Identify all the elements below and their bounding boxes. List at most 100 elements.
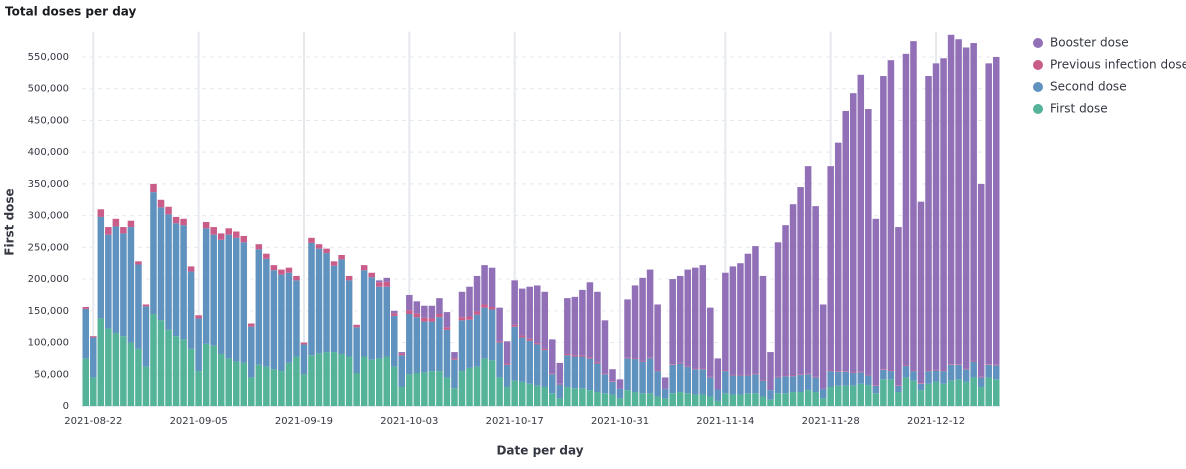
bar-segment xyxy=(609,369,616,382)
bar-segment xyxy=(255,364,263,406)
bar-segment xyxy=(789,375,797,377)
bar-segment xyxy=(278,269,285,275)
bar-segment xyxy=(195,371,202,406)
bar-segment xyxy=(458,320,466,372)
bar-segment xyxy=(977,377,985,387)
bar-segment xyxy=(248,377,255,406)
bar-segment xyxy=(473,314,481,367)
bar-segment xyxy=(436,298,443,314)
bar-segment xyxy=(676,275,684,363)
legend-label: Booster dose xyxy=(1050,36,1129,50)
bar-segment xyxy=(82,307,90,309)
bar-segment xyxy=(142,306,150,367)
bar-segment xyxy=(850,372,857,374)
bar-segment xyxy=(526,340,533,384)
bar-segment xyxy=(887,370,895,372)
bar-segment xyxy=(142,304,150,307)
bar-segment xyxy=(669,279,676,365)
bar-segment xyxy=(112,218,120,227)
bar-segment xyxy=(669,393,676,406)
bar-segment xyxy=(488,309,496,361)
bar-segment xyxy=(451,352,458,359)
bar-segment xyxy=(105,227,112,235)
bar-segment xyxy=(932,381,940,406)
bar-segment xyxy=(827,386,834,406)
bar-segment xyxy=(428,318,436,322)
bar-segment xyxy=(774,393,782,406)
x-tick-label: 2021-11-28 xyxy=(802,416,860,427)
bar-segment xyxy=(157,207,165,321)
x-tick-label: 2021-12-12 xyxy=(907,416,965,427)
bar-segment xyxy=(797,374,804,393)
bar-segment xyxy=(315,244,323,249)
bar-segment xyxy=(782,376,789,394)
bar-segment xyxy=(624,390,631,406)
bar-segment xyxy=(383,356,391,406)
bar-segment xyxy=(195,315,202,319)
bar-segment xyxy=(466,367,473,406)
bar-segment xyxy=(571,355,579,357)
bar-segment xyxy=(865,375,872,386)
bar-segment xyxy=(165,206,172,215)
bar-segment xyxy=(834,371,842,372)
bar-segment xyxy=(436,317,443,372)
bar-segment xyxy=(752,374,759,394)
bar-segment xyxy=(699,368,707,370)
bar-segment xyxy=(488,267,496,308)
bar-segment xyxy=(406,294,413,311)
bar-segment xyxy=(594,362,601,364)
bar-segment xyxy=(947,34,955,365)
bar-segment xyxy=(180,339,187,406)
bar-segment xyxy=(157,199,165,208)
bar-segment xyxy=(217,353,225,406)
bar-segment xyxy=(925,370,932,372)
bar-segment xyxy=(406,313,413,375)
bar-segment xyxy=(962,368,970,370)
bar-segment xyxy=(210,227,217,235)
bar-segment xyxy=(759,275,767,380)
bar-segment xyxy=(473,311,481,315)
bar-segment xyxy=(360,265,368,271)
bar-segment xyxy=(579,356,586,389)
bar-segment xyxy=(526,338,533,341)
bar-segment xyxy=(323,248,330,254)
bar-segment xyxy=(857,372,865,384)
bar-segment xyxy=(789,204,797,376)
bar-segment xyxy=(812,206,819,377)
x-tick-label: 2021-11-14 xyxy=(696,416,754,427)
bar-segment xyxy=(556,398,564,406)
bar-segment xyxy=(90,377,97,406)
bar-segment xyxy=(925,383,932,406)
bar-segment xyxy=(812,376,819,378)
bar-segment xyxy=(601,393,609,406)
bar-segment xyxy=(631,392,639,406)
bar-segment xyxy=(300,344,308,375)
bar-segment xyxy=(496,341,503,343)
bar-segment xyxy=(932,63,940,370)
bar-segment xyxy=(594,291,601,363)
bar-segment xyxy=(872,385,880,386)
bar-segment xyxy=(654,396,661,406)
bar-segment xyxy=(556,362,564,384)
bar-segment xyxy=(458,291,466,318)
bar-segment xyxy=(722,371,729,394)
bar-segment xyxy=(977,183,985,377)
bar-segment xyxy=(481,304,488,308)
bar-segment xyxy=(285,267,293,273)
bar-segment xyxy=(782,393,789,406)
bar-segment xyxy=(669,364,676,394)
bar-segment xyxy=(97,318,105,406)
bar-segment xyxy=(601,373,609,375)
bar-segment xyxy=(925,76,932,371)
legend-swatch xyxy=(1033,60,1043,70)
bar-segment xyxy=(819,398,827,406)
bar-segment xyxy=(293,280,300,357)
bar-segment xyxy=(112,226,120,334)
bar-segment xyxy=(579,289,586,356)
bar-segment xyxy=(880,369,887,380)
bar-segment xyxy=(120,227,127,234)
bar-segment xyxy=(782,375,789,377)
y-tick-label: 400,000 xyxy=(28,147,69,158)
bar-segment xyxy=(278,274,285,372)
y-tick-label: 50,000 xyxy=(34,369,69,380)
